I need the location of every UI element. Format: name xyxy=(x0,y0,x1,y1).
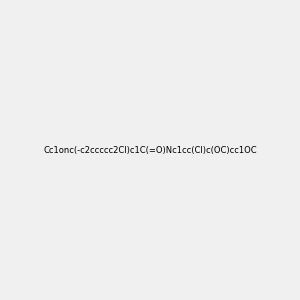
Text: Cc1onc(-c2ccccc2Cl)c1C(=O)Nc1cc(Cl)c(OC)cc1OC: Cc1onc(-c2ccccc2Cl)c1C(=O)Nc1cc(Cl)c(OC)… xyxy=(43,146,257,154)
